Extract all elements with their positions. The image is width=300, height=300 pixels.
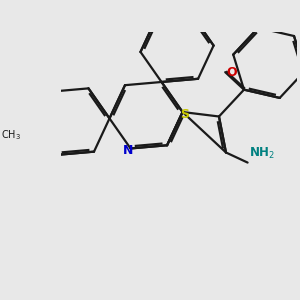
Text: S: S xyxy=(180,108,189,122)
Text: NH$_2$: NH$_2$ xyxy=(249,146,274,161)
Text: N: N xyxy=(122,144,133,157)
Text: O: O xyxy=(227,66,238,79)
Text: CH$_3$: CH$_3$ xyxy=(1,128,21,142)
